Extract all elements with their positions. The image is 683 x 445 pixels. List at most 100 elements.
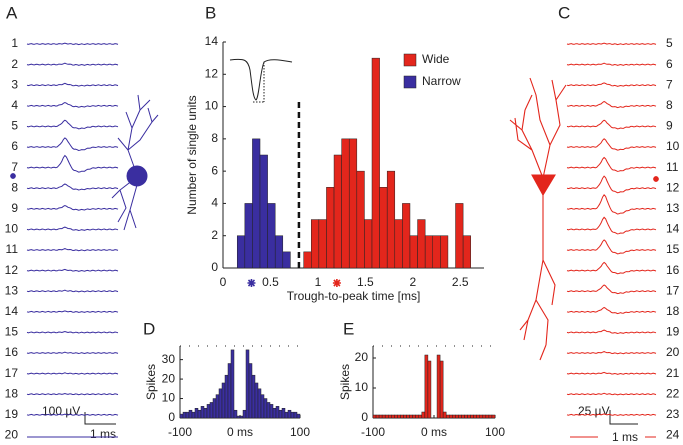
- bar: [449, 414, 453, 419]
- x-tick-label: 0 ms: [421, 425, 447, 439]
- neuron-icon: [111, 94, 159, 231]
- x-tick-label: 100: [290, 425, 310, 439]
- scale-label: 100 µV: [42, 404, 80, 418]
- spike-trace: [566, 119, 657, 130]
- bar: [488, 414, 493, 419]
- bar: [263, 398, 268, 419]
- bar: [473, 414, 477, 419]
- spike-trace: [26, 183, 119, 191]
- spike-trace: [26, 226, 119, 232]
- bar: [402, 203, 411, 269]
- bar: [188, 409, 193, 419]
- bar: [257, 388, 262, 419]
- bar: [378, 414, 383, 419]
- x-tick-label: 2: [409, 275, 416, 289]
- x-tick-label: 0 ms: [227, 425, 253, 439]
- y-tick-label: 10: [205, 99, 219, 113]
- bar: [239, 415, 244, 419]
- bar: [455, 203, 464, 269]
- channel-label: 8: [11, 180, 18, 194]
- y-tick-label: 20: [162, 371, 176, 385]
- bar: [371, 57, 380, 269]
- panel-letter: E: [343, 319, 354, 338]
- bar: [182, 411, 187, 419]
- bar: [356, 170, 365, 269]
- x-tick-label: -100: [361, 425, 385, 439]
- spike-trace: [26, 248, 119, 252]
- y-tick-label: 20: [355, 350, 369, 364]
- bar: [452, 414, 456, 419]
- channel-label: 12: [666, 180, 680, 194]
- legend-swatch: [403, 53, 417, 67]
- bar: [179, 413, 184, 419]
- bar: [215, 394, 220, 419]
- bar: [230, 349, 235, 419]
- panel-letter: B: [205, 3, 216, 22]
- neuron-icon: [509, 77, 567, 361]
- bar: [252, 138, 261, 269]
- channel-label: 5: [11, 119, 18, 133]
- channel-label: 20: [5, 428, 19, 442]
- scale-bar: [609, 410, 638, 425]
- legend-label: Narrow: [422, 74, 461, 88]
- bar: [260, 394, 265, 419]
- bar: [391, 414, 395, 419]
- bar: [290, 411, 295, 419]
- bar: [485, 414, 490, 419]
- bar: [200, 406, 205, 419]
- bar: [418, 414, 423, 419]
- legend-swatch: [403, 75, 417, 89]
- bar: [296, 413, 301, 419]
- channel-label: 24: [666, 428, 680, 442]
- bar: [233, 409, 238, 419]
- channel-label: 19: [666, 325, 680, 339]
- channel-label: 10: [666, 139, 680, 153]
- bar: [245, 349, 250, 419]
- spike-trace: [26, 392, 119, 396]
- asterisk-marker: [332, 279, 341, 287]
- bar: [364, 219, 373, 269]
- scale-label: 25 µV: [578, 404, 610, 418]
- channel-label: 23: [666, 407, 680, 421]
- bar: [275, 406, 280, 419]
- bar: [206, 404, 211, 419]
- bar: [236, 235, 246, 269]
- channel-label: 14: [5, 304, 19, 318]
- x-tick-label: 0: [220, 275, 227, 289]
- bar: [455, 414, 459, 419]
- x-tick-label: 100: [485, 425, 505, 439]
- bar: [417, 219, 426, 269]
- spike-trace: [566, 371, 657, 375]
- bar: [440, 235, 449, 269]
- bar: [209, 402, 214, 419]
- y-tick-label: 2: [211, 228, 218, 242]
- y-tick-label: 10: [162, 391, 176, 405]
- panel-letter: D: [143, 319, 155, 338]
- x-tick-label: -100: [168, 425, 192, 439]
- bar: [464, 414, 468, 419]
- y-tick-label: 10: [355, 380, 369, 394]
- bar: [287, 409, 292, 419]
- bar: [284, 411, 289, 419]
- spike-trace: [26, 413, 119, 416]
- bar: [212, 398, 217, 419]
- scale-label: 1 ms: [612, 430, 638, 444]
- bar: [458, 414, 462, 419]
- bar: [236, 415, 241, 419]
- bar: [439, 360, 444, 419]
- spike-trace: [566, 100, 657, 109]
- bar: [293, 411, 298, 419]
- bar: [266, 402, 271, 419]
- spike-trace: [566, 82, 657, 87]
- spike-trace: [26, 101, 119, 108]
- bar: [394, 219, 403, 269]
- bar: [467, 414, 471, 419]
- bar: [406, 414, 410, 419]
- bar: [442, 411, 447, 419]
- bar: [403, 414, 407, 419]
- channel-label: 21: [666, 366, 680, 380]
- spike-trace: [26, 310, 119, 313]
- y-tick-label: 8: [211, 131, 218, 145]
- bar: [397, 414, 401, 419]
